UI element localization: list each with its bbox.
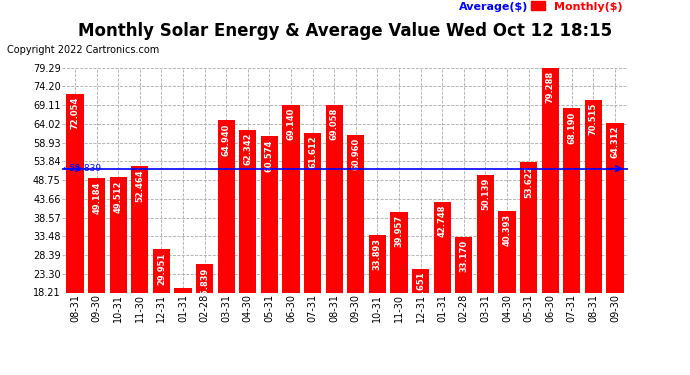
- Text: 25.839: 25.839: [200, 267, 209, 300]
- Text: 61.612: 61.612: [308, 136, 317, 168]
- Bar: [217, 120, 235, 292]
- Text: 64.940: 64.940: [221, 123, 230, 156]
- Bar: [584, 100, 602, 292]
- Text: 33.170: 33.170: [460, 240, 469, 273]
- Bar: [261, 136, 278, 292]
- Bar: [347, 135, 364, 292]
- Text: 49.184: 49.184: [92, 182, 101, 214]
- Text: ←51.839: ←51.839: [63, 164, 101, 173]
- Text: 72.054: 72.054: [70, 97, 79, 129]
- Text: 60.574: 60.574: [265, 140, 274, 172]
- Bar: [412, 269, 429, 292]
- Text: 68.190: 68.190: [567, 111, 576, 144]
- Text: 64.312: 64.312: [611, 126, 620, 158]
- Bar: [88, 178, 106, 292]
- Legend: Average($), Monthly($): Average($), Monthly($): [437, 1, 622, 12]
- Text: 39.957: 39.957: [395, 215, 404, 248]
- Bar: [391, 212, 408, 292]
- Bar: [563, 108, 580, 292]
- Bar: [239, 130, 257, 292]
- Bar: [498, 211, 515, 292]
- Text: 70.515: 70.515: [589, 103, 598, 135]
- Bar: [455, 237, 473, 292]
- Bar: [196, 264, 213, 292]
- Bar: [607, 123, 624, 292]
- Bar: [66, 94, 83, 292]
- Text: 19.412: 19.412: [179, 291, 188, 324]
- Text: 69.058: 69.058: [330, 108, 339, 140]
- Bar: [175, 288, 192, 292]
- Bar: [131, 166, 148, 292]
- Bar: [326, 105, 343, 292]
- Bar: [282, 105, 299, 292]
- Bar: [433, 202, 451, 292]
- Text: 69.140: 69.140: [286, 108, 295, 140]
- Text: 42.748: 42.748: [437, 205, 446, 237]
- Text: 53.622: 53.622: [524, 165, 533, 198]
- Bar: [152, 249, 170, 292]
- Text: 49.512: 49.512: [114, 180, 123, 213]
- Text: 40.393: 40.393: [502, 214, 511, 246]
- Bar: [368, 235, 386, 292]
- Bar: [304, 133, 322, 292]
- Text: 24.651: 24.651: [416, 272, 425, 304]
- Text: 79.288: 79.288: [546, 70, 555, 103]
- Bar: [520, 162, 538, 292]
- Bar: [110, 177, 127, 292]
- Text: 62.342: 62.342: [244, 133, 253, 165]
- Text: Monthly Solar Energy & Average Value Wed Oct 12 18:15: Monthly Solar Energy & Average Value Wed…: [78, 22, 612, 40]
- Text: 50.139: 50.139: [481, 178, 490, 210]
- Text: 60.960: 60.960: [351, 138, 360, 170]
- Bar: [477, 175, 494, 292]
- Text: 29.951: 29.951: [157, 252, 166, 285]
- Text: Copyright 2022 Cartronics.com: Copyright 2022 Cartronics.com: [7, 45, 159, 55]
- Text: 33.893: 33.893: [373, 238, 382, 270]
- Text: 52.464: 52.464: [135, 169, 144, 202]
- Bar: [542, 68, 559, 292]
